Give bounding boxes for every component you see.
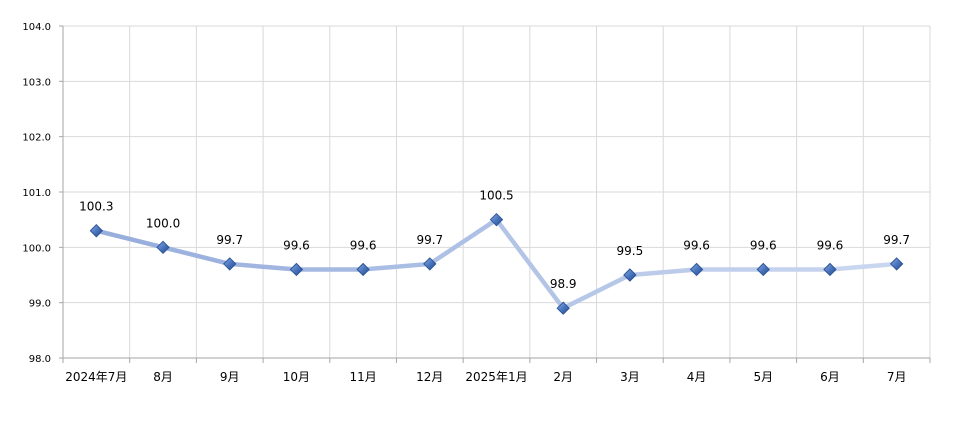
data-label: 99.7 [416, 233, 443, 247]
x-tick-label: 12月 [416, 370, 443, 384]
data-label: 100.5 [479, 189, 513, 203]
x-axis-ticks: 2024年7月 8月 9月 10月 11月 12月 2025年1月 2月 3月 4月 5月 6月 7月 [65, 370, 906, 384]
series-line-segment [227, 261, 299, 272]
data-label: 100.3 [79, 200, 113, 214]
y-tick-label: 103.0 [22, 77, 51, 88]
x-tick-label: 9月 [220, 370, 240, 384]
x-tick-label: 2024年7月 [65, 370, 127, 384]
y-tick-label: 100.0 [22, 243, 51, 254]
data-label: 98.9 [550, 277, 577, 291]
x-tick-label: 8月 [153, 370, 173, 384]
data-label: 99.6 [683, 238, 710, 252]
data-label: 99.7 [216, 233, 243, 247]
data-point-marker [423, 257, 437, 271]
data-point-marker [489, 212, 504, 227]
data-label: 99.7 [883, 233, 910, 247]
series-markers [89, 212, 904, 315]
data-point-marker [823, 262, 837, 277]
data-point-marker [756, 262, 770, 277]
x-tick-label: 2025年1月 [465, 370, 527, 384]
y-tick-label: 99.0 [29, 299, 51, 310]
data-point-marker [889, 257, 904, 271]
data-label: 100.0 [146, 216, 180, 230]
y-tick-label: 101.0 [22, 188, 51, 199]
series-line-segment [427, 217, 499, 267]
series-line-segment [494, 217, 566, 311]
series-line-segment [360, 261, 433, 272]
y-tick-label: 104.0 [22, 22, 51, 33]
x-tick-label: 7月 [887, 370, 907, 384]
data-label: 99.6 [283, 238, 310, 252]
x-tick-label: 5月 [753, 370, 773, 384]
axes [59, 25, 931, 363]
y-tick-label: 98.0 [29, 354, 51, 365]
data-point-marker [223, 257, 237, 271]
y-tick-label: 102.0 [22, 133, 51, 144]
series-line-segment [94, 228, 166, 250]
data-label: 99.6 [817, 238, 844, 252]
x-tick-label: 11月 [349, 370, 376, 384]
y-axis-ticks: 98.0 99.0 100.0 101.0 102.0 103.0 104.0 [22, 22, 51, 365]
series-line-segment [560, 272, 633, 311]
series-line [94, 217, 899, 311]
x-tick-label: 4月 [687, 370, 707, 384]
gridlines [63, 25, 931, 359]
x-tick-label: 3月 [620, 370, 640, 384]
data-label: 99.5 [617, 244, 644, 258]
series-line-segment [160, 245, 232, 267]
data-labels: 100.3 100.0 99.7 99.6 99.6 99.7 100.5 98.9 99.5 9… [79, 189, 910, 292]
data-label: 99.6 [750, 238, 777, 252]
data-point-marker [356, 262, 370, 277]
x-tick-label: 6月 [820, 370, 840, 384]
data-point-marker [89, 224, 104, 238]
data-label: 99.6 [350, 238, 377, 252]
data-point-marker [623, 268, 637, 282]
data-point-marker [689, 262, 704, 277]
x-tick-label: 10月 [283, 370, 310, 384]
series-line-segment [627, 267, 699, 278]
data-point-marker [289, 262, 304, 277]
series-line-segment [827, 261, 899, 272]
data-point-marker [556, 301, 570, 315]
data-point-marker [156, 240, 170, 255]
x-tick-label: 2月 [553, 370, 573, 384]
